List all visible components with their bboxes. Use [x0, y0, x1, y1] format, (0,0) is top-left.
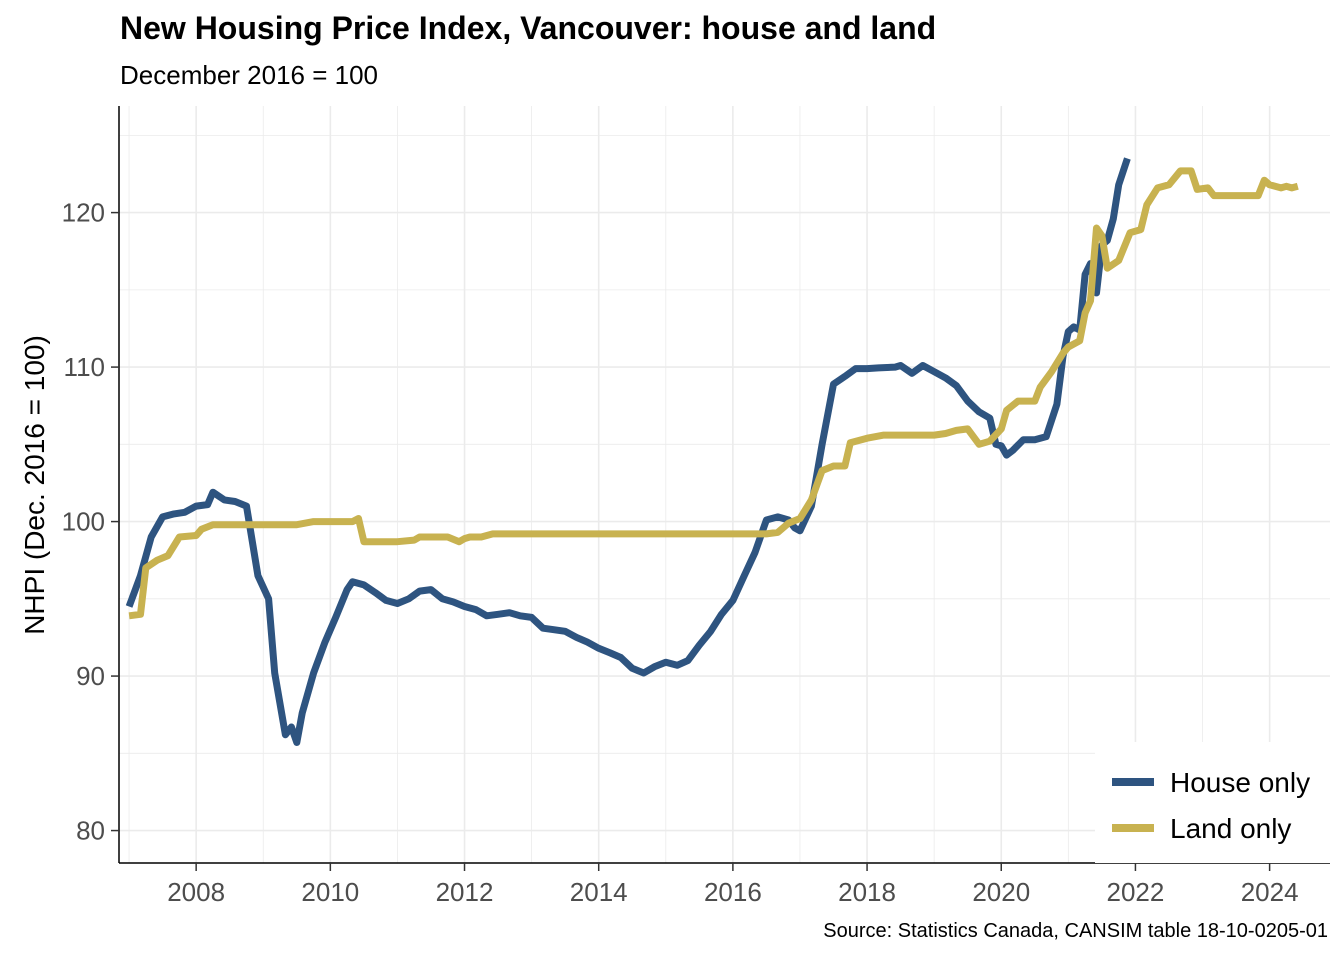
y-axis-title: NHPI (Dec. 2016 = 100)	[19, 335, 50, 635]
chart-subtitle: December 2016 = 100	[120, 60, 379, 90]
y-tick-label: 90	[76, 661, 105, 691]
chart-title: New Housing Price Index, Vancouver: hous…	[120, 10, 937, 46]
legend-background	[1095, 742, 1330, 863]
x-tick-label: 2016	[704, 877, 762, 907]
x-tick-label: 2012	[436, 877, 494, 907]
x-tick-label: 2008	[167, 877, 225, 907]
gridlines	[119, 106, 1330, 863]
y-tick-label: 110	[64, 352, 105, 382]
y-tick-label: 80	[76, 816, 105, 846]
legend: House only Land only	[1095, 742, 1330, 863]
series-line-house-only	[125, 157, 1131, 746]
x-tick-label: 2010	[301, 877, 359, 907]
legend-label-house: House only	[1170, 767, 1310, 798]
y-tick-label: 120	[62, 198, 105, 228]
x-tick-label: 2014	[570, 877, 628, 907]
y-tick-label: 100	[62, 507, 105, 537]
chart-caption: Source: Statistics Canada, CANSIM table …	[823, 920, 1328, 942]
series-line-land-only	[128, 167, 1299, 620]
tick-labels: 2008 2010 2012 2014 2016 2018 2020 2022 2024 80 90…	[62, 198, 1299, 907]
x-tick-label: 2020	[972, 877, 1030, 907]
x-tick-label: 2018	[838, 877, 896, 907]
x-tick-label: 2024	[1241, 877, 1299, 907]
x-tick-label: 2022	[1107, 877, 1165, 907]
legend-label-land: Land only	[1170, 813, 1291, 844]
series-lines	[125, 157, 1299, 746]
